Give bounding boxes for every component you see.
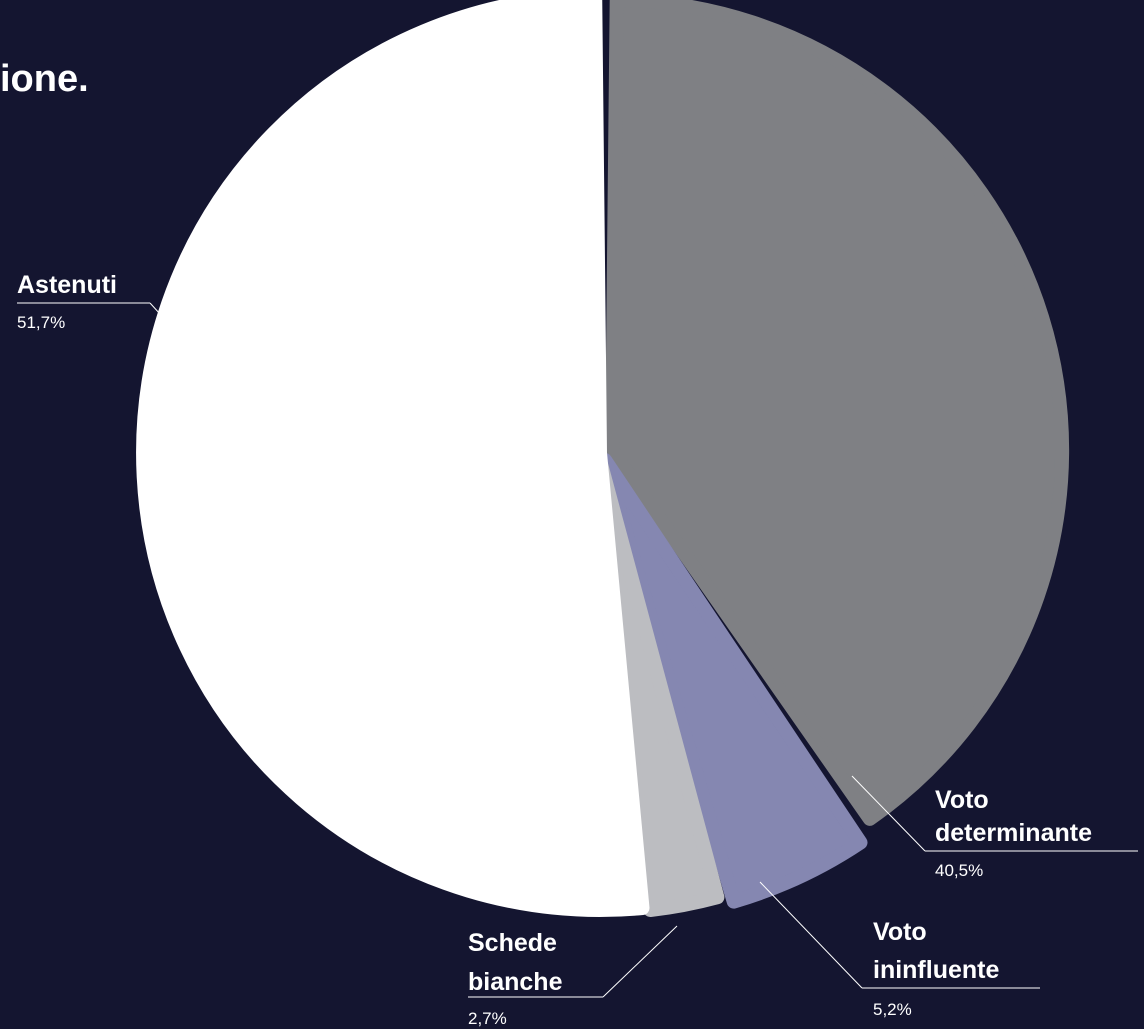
- pie-slice-voto-ininfluente: [598, 453, 868, 909]
- slice-label-schede-bianche-line-1: Schede: [468, 929, 557, 957]
- slice-label-voto-ininfluente-line-2: ininfluente: [873, 956, 999, 984]
- leader-line-voto-ininfluente: [759, 881, 863, 989]
- slice-label-schede-bianche-line-2: bianche: [468, 968, 563, 996]
- pie-slice-astenuti: [136, 0, 650, 917]
- slice-label-voto-determinante-line-2: determinante: [935, 819, 1092, 847]
- pie-slice-voto-determinante: [605, 0, 1070, 826]
- pie-labels: Voto determinante 40,5% Voto ininfluente 5,2%…: [17, 271, 1138, 1028]
- slice-value-voto-determinante: 40,5%: [935, 861, 983, 880]
- slice-value-schede-bianche: 2,7%: [468, 1009, 507, 1028]
- slice-value-astenuti: 51,7%: [17, 313, 65, 332]
- slice-label-voto-ininfluente-line-1: Voto: [873, 918, 927, 946]
- slice-label-voto-determinante-line-1: Voto: [935, 786, 989, 814]
- slice-label-astenuti-line-1: Astenuti: [17, 271, 117, 299]
- slice-value-voto-ininfluente: 5,2%: [873, 1000, 912, 1019]
- pie-slices: [136, 0, 1070, 917]
- leader-line-schede-bianche: [602, 925, 678, 998]
- pie-slice-schede-bianche: [591, 446, 725, 917]
- chart-title-fragment: ione.: [0, 58, 89, 100]
- leader-line-astenuti: [149, 302, 203, 361]
- leader-line-voto-determinante: [851, 775, 926, 852]
